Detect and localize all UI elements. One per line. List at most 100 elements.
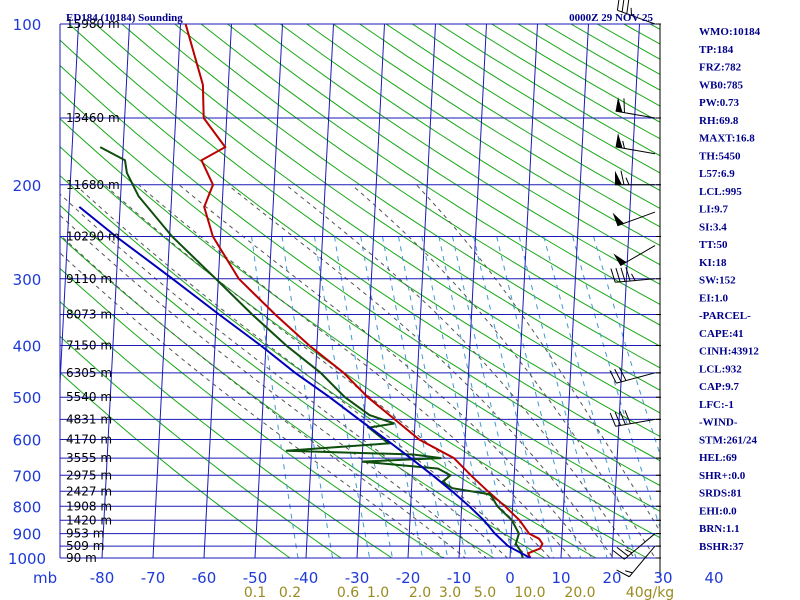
temperature-tick-label: -70 xyxy=(141,569,166,587)
index-value: CAP:9.7 xyxy=(699,381,740,393)
wind-barb-feather xyxy=(619,367,627,381)
wind-barb xyxy=(613,245,656,267)
dry-adiabat-line xyxy=(253,24,660,285)
wind-barb-feather xyxy=(609,412,617,427)
wind-barb-staff xyxy=(617,9,656,25)
index-value: PW:0.73 xyxy=(699,97,740,109)
pressure-label: 600 xyxy=(13,432,42,450)
moist-adiabat-line xyxy=(416,184,660,533)
indices-list: WMO:10184 TP:184 FRZ:782 WB0:785 PW:0.73 RH:6… xyxy=(699,26,761,553)
moist-adiabat-line xyxy=(104,184,551,558)
index-value: SRDS:81 xyxy=(699,488,742,500)
wind-barb-feather xyxy=(623,98,625,113)
dry-adiabat-line xyxy=(306,24,660,247)
height-label: 6305 m xyxy=(66,366,112,380)
dry-adiabat-line xyxy=(60,64,660,487)
height-label: 953 m xyxy=(66,527,104,541)
wind-barb-staff xyxy=(628,545,656,578)
mixing-ratio-label: 10.0 xyxy=(514,585,545,600)
dry-adiabat-line xyxy=(95,24,660,414)
wind-barb-feather xyxy=(621,0,625,13)
mixing-ratio-label: 5.0 xyxy=(474,585,496,600)
height-label: 9110 m xyxy=(66,272,112,286)
wind-barb-feather xyxy=(612,550,625,560)
wind-barb-feather xyxy=(625,177,630,185)
isotherm-line xyxy=(101,24,130,558)
dry-adiabat-line xyxy=(60,267,444,558)
wind-barb-flag xyxy=(615,133,623,149)
wind-barb-feather xyxy=(619,411,626,425)
pressure-label: 800 xyxy=(13,498,42,516)
wind-barb xyxy=(612,533,656,560)
dewpoint-line xyxy=(99,146,524,558)
dry-adiabat-line xyxy=(60,174,597,558)
index-value: KI:18 xyxy=(699,257,727,269)
wind-barb xyxy=(615,170,655,186)
dry-adiabat-line xyxy=(227,24,660,305)
dry-adiabat-line xyxy=(60,371,291,558)
mixing-ratio-label: 0.6 xyxy=(337,585,359,600)
mixing-ratio-label: 20.0 xyxy=(564,585,595,600)
pressure-label: 500 xyxy=(13,389,42,407)
dry-adiabat-line xyxy=(60,335,342,558)
wind-barb-feather xyxy=(616,569,630,578)
height-label: 2427 m xyxy=(66,484,112,498)
index-value: HEL:69 xyxy=(699,452,737,464)
height-label: 4170 m xyxy=(66,433,112,447)
wind-barb-feather xyxy=(620,170,625,185)
dry-adiabat-line xyxy=(200,24,660,326)
temperature-line xyxy=(184,24,544,558)
mixing-ratio-line xyxy=(360,236,424,558)
wind-barb-feather xyxy=(615,268,621,282)
index-value: STM:261/24 xyxy=(699,434,758,446)
wind-barb-feather xyxy=(609,370,617,384)
mixing-ratio-label: 2.0 xyxy=(409,585,431,600)
isotherm-line xyxy=(254,24,283,558)
pressure-label: 900 xyxy=(13,526,42,544)
index-value: WMO:10184 xyxy=(699,26,761,38)
chart-title: ED184 (10184) Sounding xyxy=(66,12,183,24)
mixing-ratio-line xyxy=(382,236,449,558)
mixing-ratio-line xyxy=(473,236,555,558)
wind-barb-flag xyxy=(615,170,622,185)
height-label: 509 m xyxy=(66,539,104,553)
pressure-unit-label: mb xyxy=(33,569,57,587)
pressure-label: 400 xyxy=(13,338,42,356)
height-label: 13460 m xyxy=(66,111,120,125)
wind-barb-feather xyxy=(625,570,633,574)
wind-barb-staff xyxy=(615,146,656,155)
wind-barb-feather xyxy=(626,0,630,14)
wind-barb-staff xyxy=(615,110,656,119)
wind-barb-feather xyxy=(625,267,631,282)
dry-adiabat-line xyxy=(60,91,660,512)
index-value: LI:9.7 xyxy=(699,204,729,216)
index-value: LFC:-1 xyxy=(699,399,734,411)
pressure-label: 100 xyxy=(13,16,42,34)
moist-adiabat-line xyxy=(178,184,593,558)
wind-barb xyxy=(615,97,656,119)
wind-barb xyxy=(609,410,656,427)
height-label: 4831 m xyxy=(66,412,112,426)
index-value: L57:6.9 xyxy=(699,168,735,180)
height-label: 2975 m xyxy=(66,468,112,482)
wind-barb-feather xyxy=(616,546,629,557)
wind-barb xyxy=(616,545,656,578)
mixing-ratio-line xyxy=(452,236,530,558)
wind-barb-staff xyxy=(616,372,656,384)
dry-adiabat-line xyxy=(60,204,546,558)
moist-adiabat-line xyxy=(75,184,530,558)
index-value: CAPE:41 xyxy=(699,328,744,340)
wind-barb xyxy=(610,267,656,283)
mixing-ratio-line xyxy=(518,236,608,558)
mixing-ratio-label: 1.0 xyxy=(367,585,389,600)
mixing-ratio-line xyxy=(593,236,660,456)
dry-adiabat-line xyxy=(60,146,648,558)
dry-adiabat-line xyxy=(68,24,660,438)
temperature-tick-label: 0 xyxy=(505,569,515,587)
isotherm-line xyxy=(509,24,538,558)
dry-adiabat-line xyxy=(147,24,660,369)
height-label: 8073 m xyxy=(66,308,112,322)
moist-adiabat-line xyxy=(285,184,635,558)
